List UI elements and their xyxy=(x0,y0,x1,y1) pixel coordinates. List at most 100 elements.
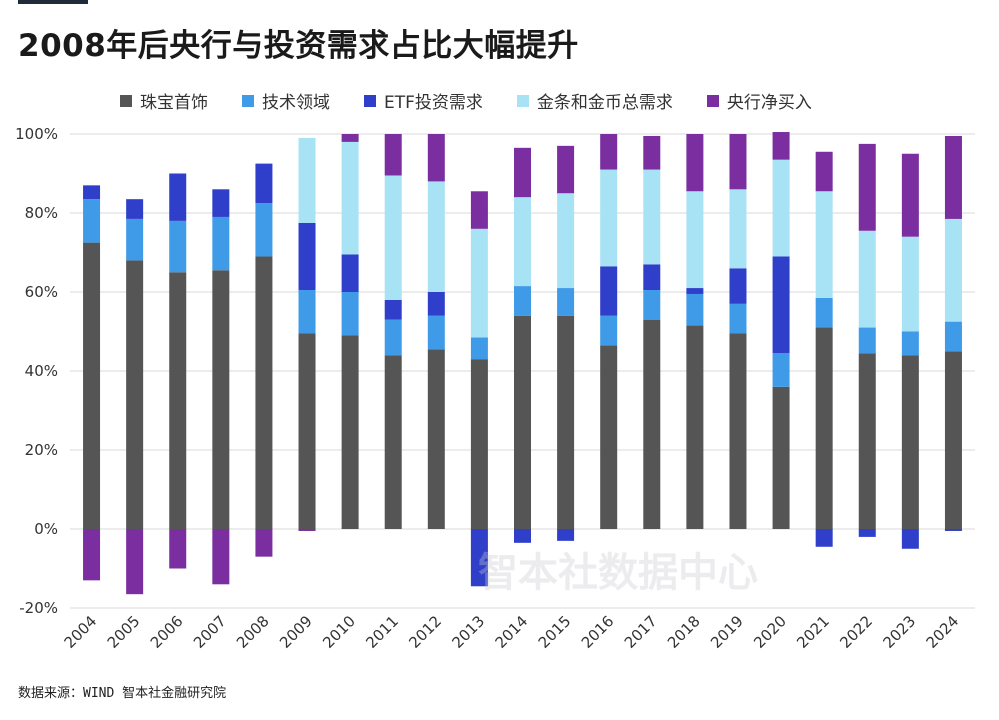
bar-segment xyxy=(643,290,661,320)
bar-segment xyxy=(815,151,833,192)
x-tick-label: 2007 xyxy=(190,612,230,652)
bar-segment xyxy=(858,529,876,537)
bar-segment xyxy=(255,203,273,257)
bar-segment xyxy=(815,327,833,529)
data-source-note: 数据来源：WIND 智本社金融研究院 xyxy=(18,686,227,701)
bar-segment xyxy=(686,288,704,294)
legend-label: ETF投资需求 xyxy=(384,93,483,113)
bar-segment xyxy=(858,327,876,354)
bar-segment xyxy=(514,286,531,316)
bar-segment xyxy=(772,132,790,160)
bar-segment xyxy=(514,529,531,543)
bar-segment xyxy=(686,134,704,192)
bar-segment xyxy=(557,315,575,529)
legend-swatch xyxy=(120,94,132,107)
x-tick-label: 2008 xyxy=(233,612,273,652)
bar-segment xyxy=(126,529,144,595)
x-tick-label: 2006 xyxy=(147,612,187,652)
bar-segment xyxy=(815,529,833,547)
bar-segment xyxy=(427,315,445,350)
bar-segment xyxy=(901,236,919,332)
bar-segment xyxy=(729,268,747,304)
bar-segment xyxy=(255,163,273,204)
bar-segment xyxy=(169,529,187,569)
bar-segment xyxy=(772,386,790,529)
bar-segment xyxy=(212,189,230,217)
bar-segment xyxy=(212,216,230,271)
bar-segment xyxy=(557,288,575,316)
x-tick-label: 2011 xyxy=(362,612,402,652)
bar-segment xyxy=(557,529,575,541)
bar-segment xyxy=(470,359,488,529)
bar-segment xyxy=(427,181,445,292)
x-tick-label: 2014 xyxy=(492,612,532,652)
bar-segment xyxy=(557,145,575,194)
bar-segment xyxy=(600,266,618,316)
chart-legend: 珠宝首饰 技术领域 ETF投资需求 金条和金币总需求 央行净买入 xyxy=(120,88,812,113)
bar-segment xyxy=(83,529,101,581)
legend-swatch xyxy=(516,94,529,107)
y-tick-label: 100% xyxy=(15,125,58,143)
bar-segment xyxy=(470,228,488,338)
bar-segment xyxy=(514,315,531,529)
bar-segment xyxy=(815,297,833,328)
legend-label: 央行净买入 xyxy=(726,93,812,113)
bar-segment xyxy=(83,199,101,243)
bar-segment xyxy=(686,191,704,289)
bar-segment xyxy=(470,529,488,587)
bar-segment xyxy=(384,299,402,320)
bar-segment xyxy=(169,220,187,273)
bar-segment xyxy=(772,159,790,257)
x-tick-label: 2017 xyxy=(621,612,661,652)
bar-segment xyxy=(514,197,531,287)
x-tick-label: 2009 xyxy=(276,612,316,652)
x-tick-label: 2020 xyxy=(750,612,790,652)
legend-label: 珠宝首饰 xyxy=(140,93,208,113)
bar-segment xyxy=(901,529,919,549)
bar-segment xyxy=(427,349,445,529)
y-tick-label: -20% xyxy=(19,599,58,617)
bar-segment xyxy=(858,230,876,328)
x-tick-label: 2023 xyxy=(879,612,919,652)
bar-segment xyxy=(772,256,790,354)
bar-segment xyxy=(341,254,359,292)
bar-segment xyxy=(600,169,618,267)
x-tick-label: 2005 xyxy=(104,612,144,652)
legend-item-etf: ETF投资需求 xyxy=(364,88,483,113)
bar-segment xyxy=(643,264,661,291)
bar-segment xyxy=(341,134,359,142)
legend-label: 金条和金币总需求 xyxy=(536,93,673,113)
legend-item-jewelry: 珠宝首饰 xyxy=(120,88,208,113)
bar-segment xyxy=(600,345,618,529)
bar-segment xyxy=(858,143,876,231)
x-tick-label: 2019 xyxy=(707,612,747,652)
bar-segment xyxy=(944,529,962,531)
y-tick-label: 0% xyxy=(34,520,58,538)
bar-segment xyxy=(255,529,273,557)
bar-segment xyxy=(729,303,747,334)
bar-segment xyxy=(298,137,316,223)
page-title: 2008年后央行与投资需求占比大幅提升 xyxy=(18,28,579,64)
bar-segment xyxy=(212,270,230,529)
bar-segment xyxy=(427,292,445,316)
bar-segment xyxy=(901,153,919,237)
bar-segment xyxy=(944,321,962,352)
legend-item-technology: 技术领域 xyxy=(242,88,330,113)
bar-segment xyxy=(686,293,704,326)
x-tick-label: 2013 xyxy=(449,612,489,652)
y-tick-label: 80% xyxy=(25,204,58,222)
bar-segment xyxy=(298,222,316,291)
bar-segment xyxy=(643,169,661,265)
bar-segment xyxy=(384,319,402,356)
bar-segment xyxy=(901,355,919,529)
bar-segment xyxy=(643,319,661,529)
bar-segment xyxy=(83,185,101,200)
y-tick-label: 60% xyxy=(25,283,58,301)
x-tick-label: 2024 xyxy=(923,612,963,652)
x-tick-label: 2018 xyxy=(664,612,704,652)
x-tick-label: 2012 xyxy=(405,612,445,652)
legend-swatch xyxy=(706,94,719,107)
bar-segment xyxy=(126,218,144,261)
bar-segment xyxy=(341,335,359,529)
bar-segment xyxy=(944,218,962,322)
